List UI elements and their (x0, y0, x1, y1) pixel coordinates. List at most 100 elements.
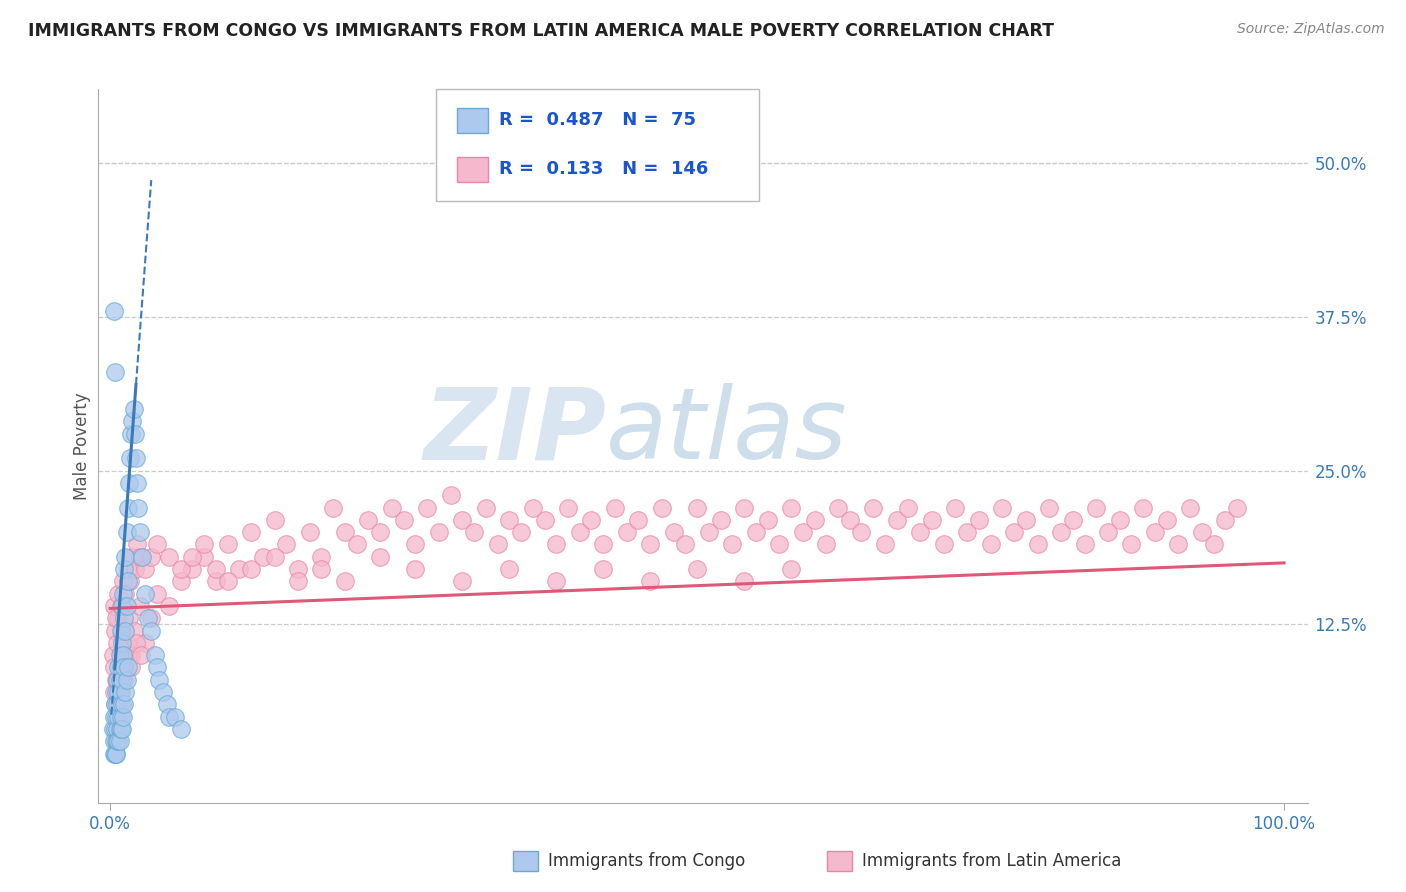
Point (111, 599, 134, 613)
Point (111, 660, 134, 674)
Point (105, 734, 128, 748)
Point (287, 562, 309, 576)
Point (104, 365, 127, 379)
Point (1156, 513, 1178, 527)
Point (120, 648, 142, 662)
Point (1002, 525, 1025, 540)
Point (581, 513, 603, 527)
Point (815, 537, 838, 551)
Point (862, 500, 884, 515)
Point (112, 660, 135, 674)
Text: Immigrants from Latin America: Immigrants from Latin America (862, 852, 1121, 870)
Point (673, 537, 696, 551)
Point (756, 513, 779, 527)
Point (107, 611, 129, 625)
Point (146, 587, 169, 601)
Point (111, 698, 134, 712)
Point (945, 500, 967, 515)
Point (263, 513, 285, 527)
Point (120, 451, 142, 466)
Point (416, 500, 439, 515)
Point (117, 574, 139, 589)
Point (686, 562, 709, 576)
Point (851, 525, 873, 540)
Point (110, 660, 132, 674)
Point (181, 549, 204, 564)
Point (603, 500, 626, 515)
Point (108, 673, 131, 687)
Point (568, 525, 591, 540)
Point (112, 698, 135, 712)
Point (118, 611, 141, 625)
Point (733, 500, 755, 515)
Point (651, 500, 673, 515)
Point (263, 549, 285, 564)
Point (733, 574, 755, 589)
Point (108, 722, 131, 736)
Point (103, 660, 125, 674)
Point (104, 698, 127, 712)
Point (115, 525, 138, 540)
Point (827, 500, 849, 515)
Point (873, 537, 896, 551)
Point (333, 574, 356, 589)
Point (112, 673, 135, 687)
Point (163, 709, 186, 723)
Point (228, 562, 250, 576)
Point (114, 624, 136, 638)
Point (1085, 500, 1108, 515)
Point (103, 599, 125, 613)
Point (128, 525, 150, 540)
Point (111, 624, 134, 638)
Point (108, 734, 131, 748)
Point (557, 500, 579, 515)
Point (546, 537, 568, 551)
Point (107, 734, 129, 748)
Point (110, 624, 132, 638)
Point (127, 537, 149, 551)
Point (112, 574, 135, 589)
Point (114, 549, 136, 564)
Point (105, 636, 128, 650)
Point (110, 685, 132, 699)
Point (146, 660, 169, 674)
Point (121, 549, 143, 564)
Point (1038, 500, 1060, 515)
Point (157, 549, 180, 564)
Point (128, 549, 150, 564)
Point (592, 537, 614, 551)
Point (1097, 525, 1119, 540)
Point (1167, 537, 1189, 551)
Point (105, 673, 128, 687)
Point (117, 562, 139, 576)
Point (298, 525, 321, 540)
Point (638, 537, 661, 551)
Point (392, 513, 415, 527)
Point (1050, 525, 1073, 540)
Point (115, 673, 138, 687)
Point (103, 734, 125, 748)
Point (697, 525, 720, 540)
Point (110, 648, 132, 662)
Point (120, 426, 142, 441)
Point (638, 574, 661, 589)
Point (768, 537, 790, 551)
Point (108, 648, 131, 662)
Point (111, 673, 134, 687)
Point (125, 636, 148, 650)
Point (141, 624, 163, 638)
Point (169, 722, 191, 736)
Point (439, 488, 461, 502)
Point (105, 747, 128, 761)
Point (117, 648, 139, 662)
Point (451, 513, 474, 527)
Point (112, 562, 135, 576)
Point (311, 562, 333, 576)
Point (105, 722, 128, 736)
Point (129, 648, 152, 662)
Point (103, 303, 125, 318)
Point (105, 747, 128, 761)
Point (141, 549, 163, 564)
Point (181, 562, 204, 576)
Point (114, 587, 136, 601)
